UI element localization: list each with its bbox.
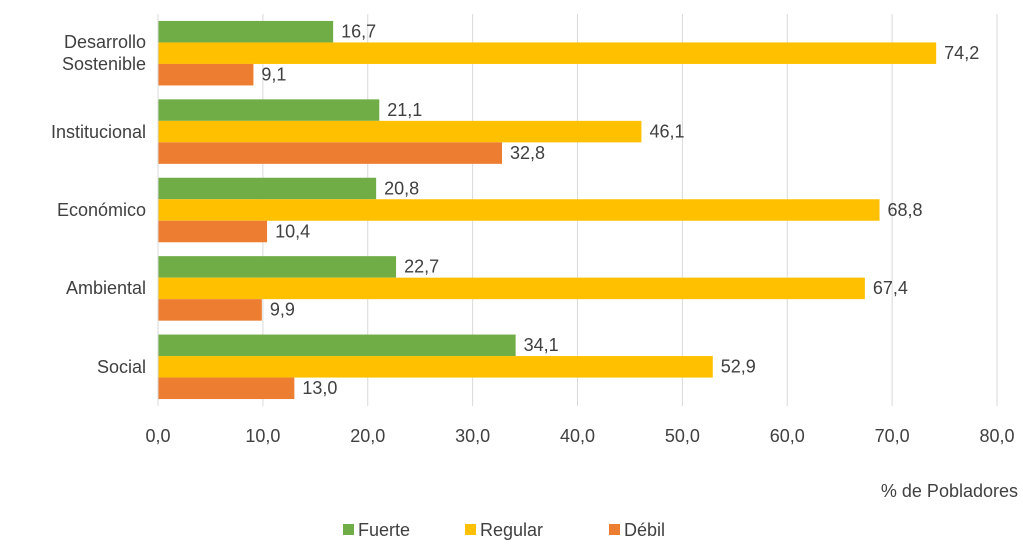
bar bbox=[158, 377, 295, 400]
legend-label: Débil bbox=[624, 520, 665, 540]
value-label: 74,2 bbox=[944, 43, 979, 63]
value-label: 22,7 bbox=[404, 257, 439, 277]
bar bbox=[158, 277, 865, 300]
bar bbox=[158, 299, 262, 321]
bar bbox=[158, 63, 254, 86]
value-label: 16,7 bbox=[341, 21, 376, 41]
x-axis-label: % de Pobladores bbox=[881, 481, 1018, 501]
bar bbox=[158, 20, 334, 43]
bar bbox=[158, 120, 642, 143]
x-tick-label: 70,0 bbox=[875, 426, 910, 446]
value-label: 10,4 bbox=[275, 221, 310, 241]
value-label: 9,9 bbox=[270, 300, 295, 320]
x-tick-label: 50,0 bbox=[665, 426, 700, 446]
x-tick-label: 0,0 bbox=[145, 426, 170, 446]
legend-swatch bbox=[465, 524, 476, 535]
legend-label: Fuerte bbox=[358, 520, 410, 540]
legend-swatch bbox=[609, 524, 620, 535]
x-tick-label: 10,0 bbox=[245, 426, 280, 446]
bar bbox=[158, 177, 377, 200]
y-tick-label: Ambiental bbox=[65, 278, 146, 299]
value-label: 34,1 bbox=[524, 335, 559, 355]
value-label: 67,4 bbox=[873, 278, 908, 298]
x-tick-label: 20,0 bbox=[350, 426, 385, 446]
bar bbox=[158, 142, 502, 164]
bar bbox=[158, 220, 268, 243]
bar bbox=[158, 199, 880, 221]
x-tick-label: 40,0 bbox=[560, 426, 595, 446]
bar bbox=[158, 99, 380, 121]
y-tick-label: Social bbox=[96, 356, 146, 377]
value-label: 20,8 bbox=[384, 178, 419, 198]
legend-swatch bbox=[343, 524, 354, 535]
y-tick-label: Desarrollo Sostenible bbox=[61, 32, 146, 75]
value-label: 46,1 bbox=[649, 121, 684, 141]
value-label: 68,8 bbox=[888, 200, 923, 220]
value-label: 21,1 bbox=[387, 100, 422, 120]
legend-label: Regular bbox=[480, 520, 543, 540]
x-tick-label: 80,0 bbox=[979, 426, 1014, 446]
x-tick-label: 60,0 bbox=[770, 426, 805, 446]
bar bbox=[158, 334, 516, 357]
value-label: 9,1 bbox=[261, 64, 286, 84]
bar bbox=[158, 42, 937, 64]
value-label: 13,0 bbox=[302, 378, 337, 398]
y-tick-label: Institucional bbox=[50, 121, 146, 142]
value-label: 32,8 bbox=[510, 143, 545, 163]
value-label: 52,9 bbox=[721, 357, 756, 377]
bar bbox=[158, 256, 397, 278]
bar bbox=[158, 356, 713, 378]
x-tick-label: 30,0 bbox=[455, 426, 490, 446]
y-tick-label: Económico bbox=[56, 200, 146, 220]
